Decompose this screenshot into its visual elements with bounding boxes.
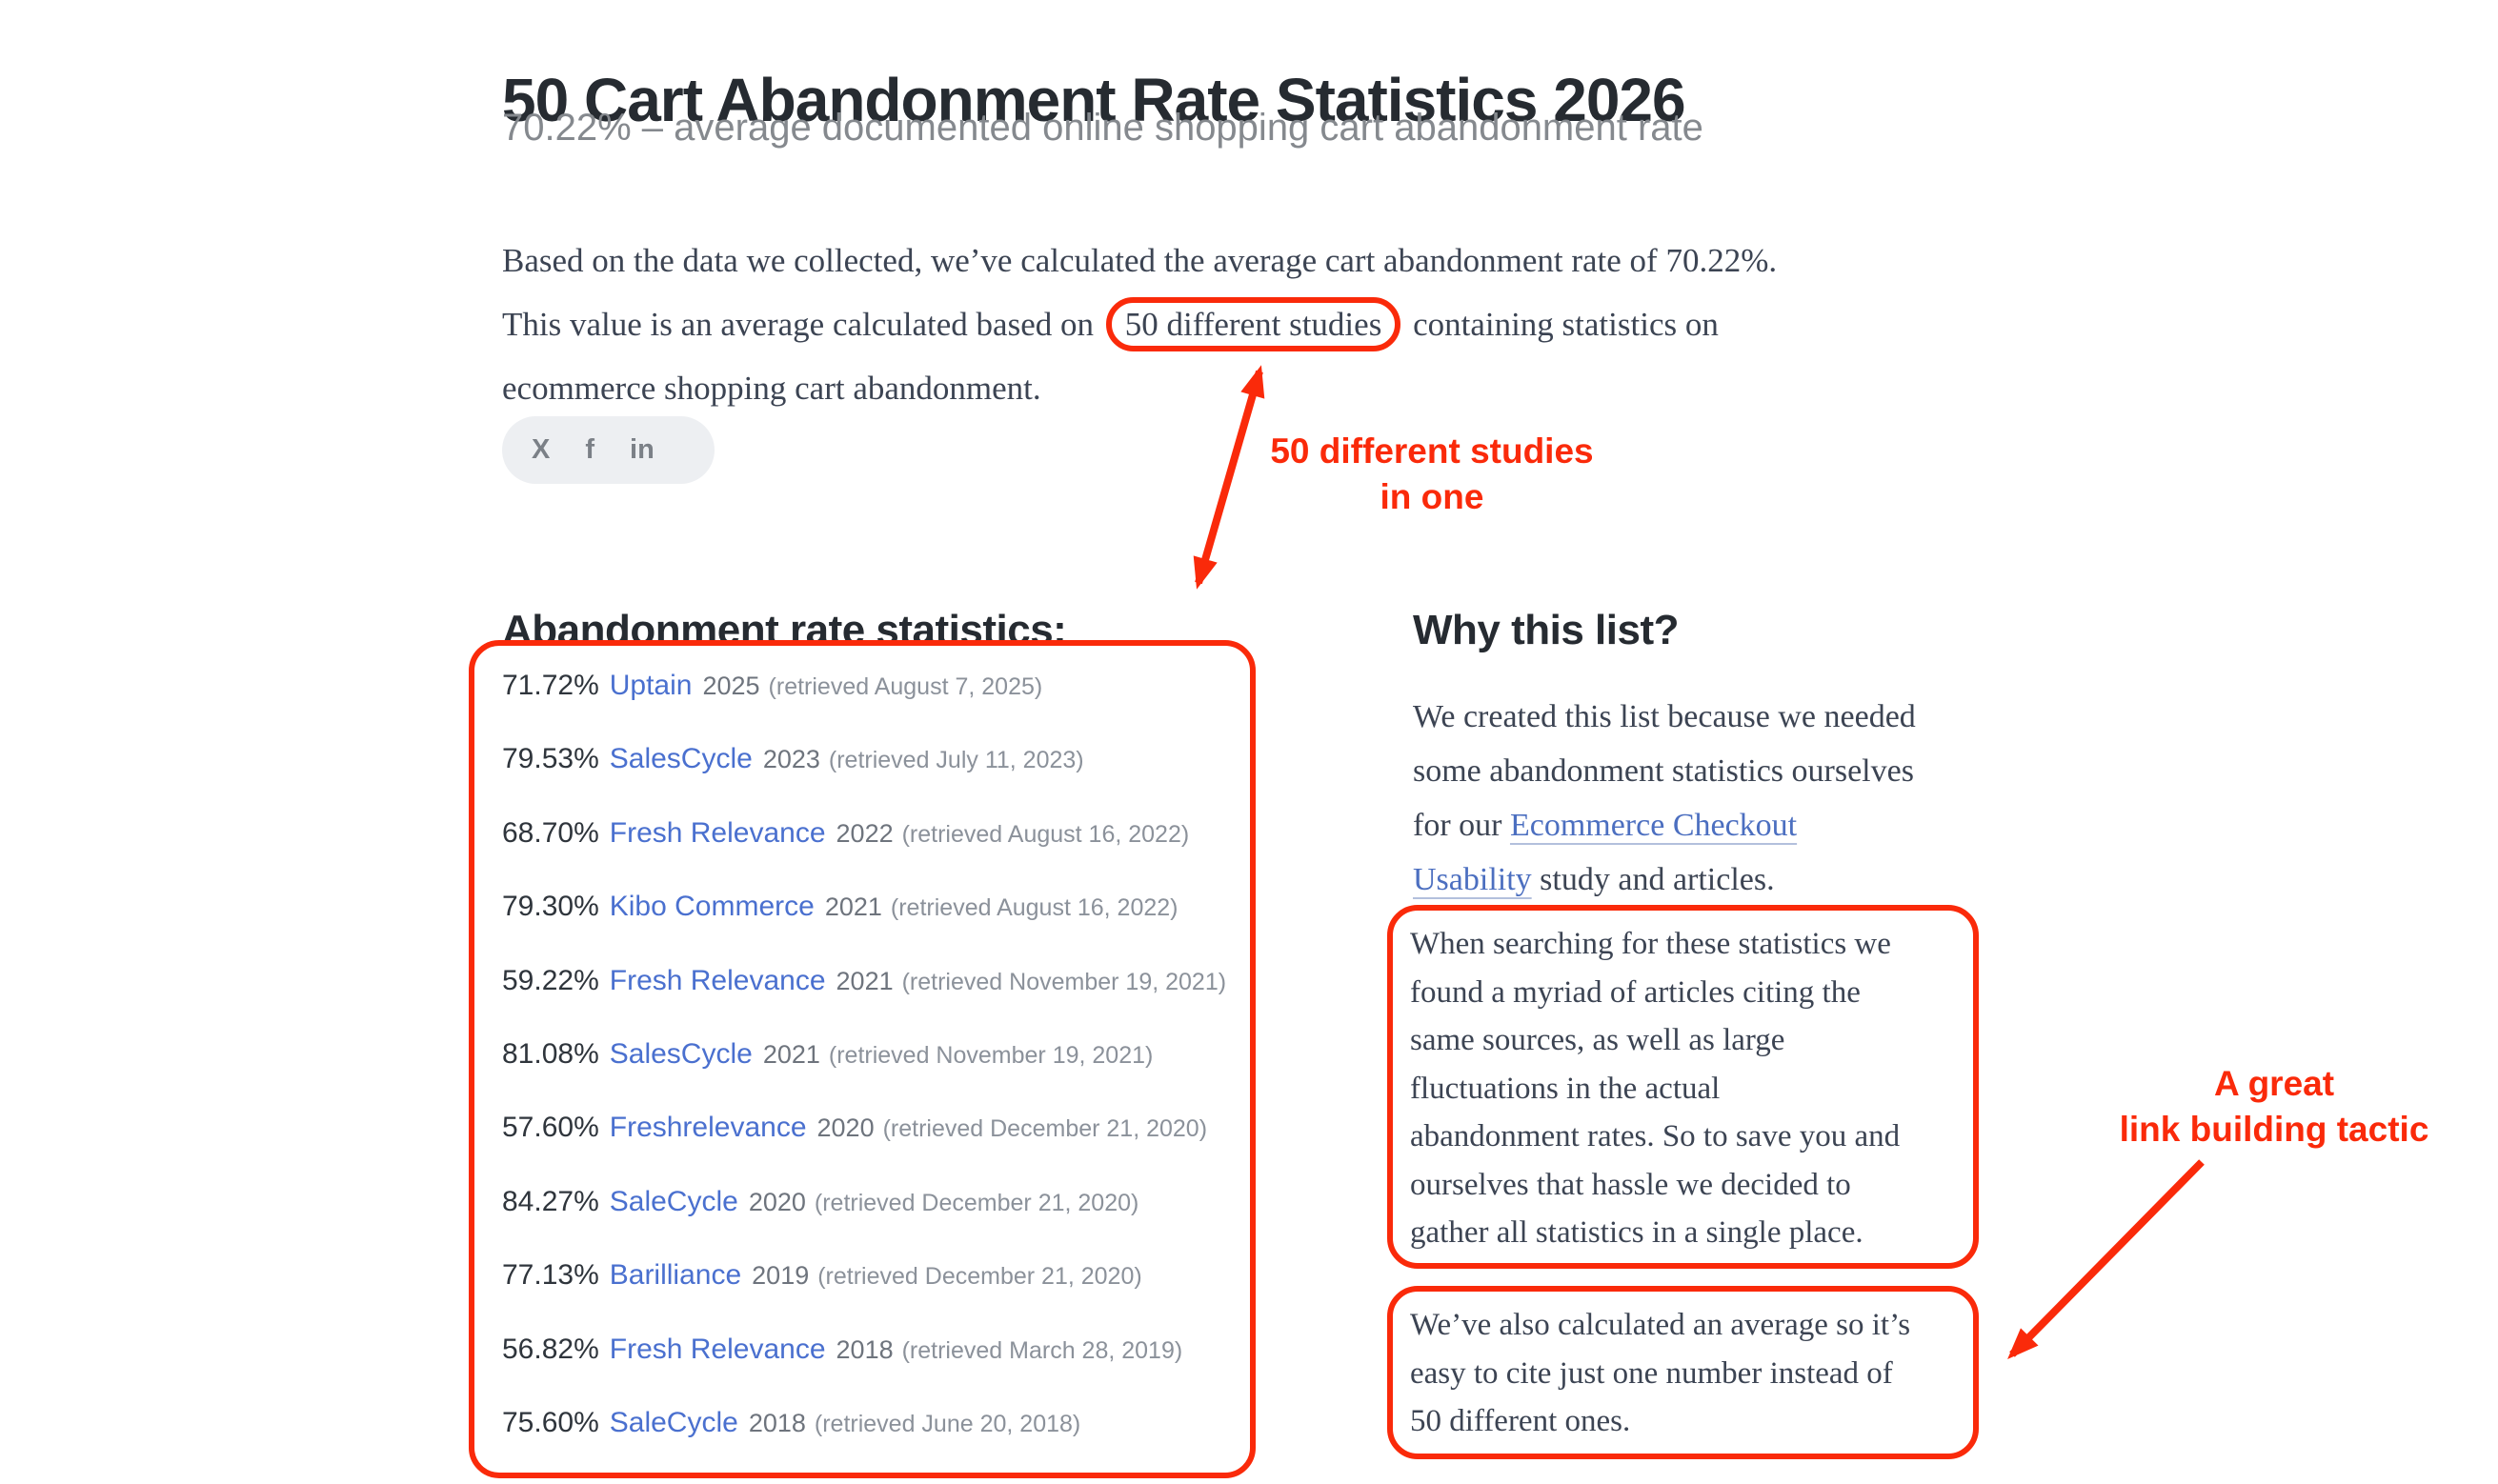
stat-percentage: 56.82% [502,1333,599,1365]
retrieved-date: (retrieved June 20, 2018) [814,1411,1081,1438]
source-link[interactable]: Freshrelevance [609,1112,807,1144]
list-item: 71.72% Uptain 2025 (retrieved August 7, 202… [502,652,1250,725]
stat-year: 2021 [824,892,882,922]
source-link[interactable]: Fresh Relevance [609,964,826,996]
stat-year: 2018 [748,1409,806,1438]
list-item: 79.30% Kibo Commerce 2021 (retrieved August… [502,872,1250,946]
list-item: 77.13% Barilliance 2019 (retrieved December… [502,1241,1250,1314]
stat-percentage: 57.60% [502,1112,599,1144]
source-link[interactable]: SalesCycle [609,743,753,775]
stat-percentage: 68.70% [502,816,599,849]
stat-percentage: 75.60% [502,1407,599,1439]
intro-text-1: Based on the data we collected, we’ve ca… [502,242,1778,343]
why-text-2: study and articles. [1531,862,1775,897]
stat-year: 2020 [816,1113,875,1143]
source-link[interactable]: Uptain [609,670,693,701]
source-link[interactable]: SaleCycle [609,1185,738,1217]
source-link[interactable]: Fresh Relevance [609,816,826,849]
why-box-2-highlight: We’ve also calculated an average so it’s… [1387,1286,1979,1459]
list-item: 84.27% SaleCycle 2020 (retrieved December 2… [502,1168,1250,1241]
source-link[interactable]: SaleCycle [609,1407,738,1439]
retrieved-date: (retrieved August 16, 2022) [890,894,1178,922]
retrieved-date: (retrieved December 21, 2020) [814,1189,1139,1216]
retrieved-date: (retrieved March 28, 2019) [901,1336,1183,1364]
stat-year: 2019 [752,1261,810,1291]
list-item: 56.82% Fresh Relevance 2018 (retrieved Marc… [502,1315,1250,1389]
retrieved-date: (retrieved November 19, 2021) [828,1042,1154,1070]
retrieved-date: (retrieved August 7, 2025) [768,673,1043,700]
stat-year: 2021 [836,966,894,995]
stat-year: 2022 [836,818,894,848]
list-item: 79.53% SalesCycle 2023 (retrieved July 11, … [502,725,1250,798]
ecommerce-checkout-usability-link[interactable]: Ecommerce Checkout Usability [1413,808,1798,897]
stat-year: 2018 [836,1334,894,1364]
retrieved-date: (retrieved August 16, 2022) [901,820,1190,848]
source-link[interactable]: Fresh Relevance [609,1333,826,1365]
studies-circle-annotation: 50 different studies [1105,297,1401,351]
why-text-1: We created this list because we needed s… [1413,699,1916,843]
facebook-icon[interactable]: f [585,434,595,465]
stat-year: 2021 [762,1040,820,1070]
source-link[interactable]: Kibo Commerce [609,891,815,923]
stat-year: 2025 [702,672,760,700]
stat-percentage: 77.13% [502,1259,599,1292]
linkedin-icon[interactable]: in [630,434,655,465]
why-box-1-highlight: When searching for these statistics we f… [1387,905,1979,1269]
retrieved-date: (retrieved December 21, 2020) [882,1115,1208,1143]
annotation-link-building-label: A great link building tactic [2119,1064,2429,1149]
stat-year: 2020 [748,1187,806,1216]
list-item: 57.60% Freshrelevance 2020 (retrieved Decem… [502,1093,1250,1167]
why-paragraph: We created this list because we needed s… [1413,690,2023,907]
share-bar: X f in [502,416,715,484]
stat-percentage: 79.53% [502,743,599,775]
arrow-link-building [2007,1159,2205,1359]
list-item: 75.60% SaleCycle 2018 (retrieved June 20, 2… [502,1389,1250,1462]
retrieved-date: (retrieved December 21, 2020) [817,1263,1142,1291]
retrieved-date: (retrieved July 11, 2023) [828,747,1084,774]
list-item: 59.22% Fresh Relevance 2021 (retrieved Nove… [502,947,1250,1020]
annotation-50-studies-label: 50 different studies in one [1270,431,1594,516]
list-item: 81.08% SalesCycle 2021 (retrieved November … [502,1020,1250,1093]
stats-list-highlight-box: 71.72% Uptain 2025 (retrieved August 7, 202… [469,640,1256,1478]
list-item: 81.40%AbandonAid2017(retrieved June 20, … [502,1462,1250,1473]
stat-percentage: 71.72% [502,670,599,701]
x-twitter-icon[interactable]: X [532,434,551,465]
source-link[interactable]: SalesCycle [609,1038,753,1071]
stat-percentage: 79.30% [502,891,599,923]
stat-percentage: 84.27% [502,1185,599,1217]
page-title: 50 Cart Abandonment Rate Statistics 2026 [502,65,1686,134]
source-link[interactable]: Barilliance [609,1259,742,1292]
page-subtitle: 70.22% – average documented online shopp… [502,107,1703,149]
stat-percentage: 81.08% [502,1038,599,1071]
retrieved-date: (retrieved November 19, 2021) [901,968,1227,995]
why-heading: Why this list? [1413,606,1680,653]
list-item: 68.70% Fresh Relevance 2022 (retrieved Augu… [502,799,1250,872]
intro-paragraph: Based on the data we collected, we’ve ca… [502,229,1988,420]
intro-text-2: containing statistics on ecommerce shopp… [502,306,1719,407]
stat-year: 2023 [762,745,820,774]
stat-percentage: 59.22% [502,964,599,996]
